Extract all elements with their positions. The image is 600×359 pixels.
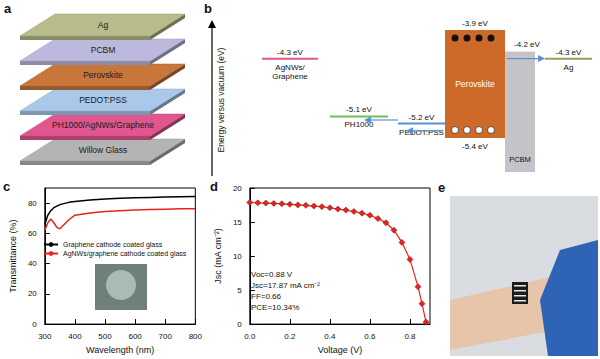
- svg-text:Graphene cathode coated glass: Graphene cathode coated glass: [63, 241, 163, 249]
- svg-text:-3.9 eV: -3.9 eV: [462, 19, 488, 28]
- svg-text:AgNWs/graphene cathode coated: AgNWs/graphene cathode coated glass: [63, 250, 187, 258]
- svg-text:Jsc=17.87 mA cm⁻²: Jsc=17.87 mA cm⁻²: [251, 281, 320, 290]
- svg-text:Willow Glass: Willow Glass: [79, 145, 128, 155]
- svg-text:Voc=0.88 V: Voc=0.88 V: [251, 270, 293, 279]
- svg-text:10: 10: [233, 252, 242, 261]
- svg-text:40: 40: [28, 259, 37, 268]
- svg-text:0.6: 0.6: [364, 332, 376, 341]
- svg-text:500: 500: [98, 332, 112, 341]
- svg-text:700: 700: [159, 332, 173, 341]
- svg-text:-5.4 eV: -5.4 eV: [462, 142, 488, 151]
- svg-text:Perovskite: Perovskite: [455, 79, 495, 89]
- svg-text:20: 20: [28, 289, 37, 298]
- svg-text:0.2: 0.2: [284, 332, 296, 341]
- svg-text:80: 80: [28, 199, 37, 208]
- svg-text:60: 60: [28, 229, 37, 238]
- svg-text:0: 0: [237, 320, 242, 329]
- svg-text:Graphene: Graphene: [272, 72, 308, 81]
- svg-text:5: 5: [237, 286, 242, 295]
- svg-text:800: 800: [189, 332, 203, 341]
- svg-text:Wavelength (nm): Wavelength (nm): [86, 345, 154, 355]
- svg-text:AgNWs/: AgNWs/: [275, 63, 305, 72]
- svg-text:c: c: [3, 179, 10, 194]
- svg-text:d: d: [210, 179, 218, 194]
- svg-text:PCBM: PCBM: [91, 45, 116, 55]
- svg-text:Voltage (V): Voltage (V): [318, 345, 363, 355]
- svg-text:-5.1 eV: -5.1 eV: [346, 105, 372, 114]
- svg-text:15: 15: [233, 218, 242, 227]
- svg-text:PH1000: PH1000: [345, 120, 374, 129]
- svg-text:-5.2 eV: -5.2 eV: [409, 113, 435, 122]
- svg-text:0.4: 0.4: [324, 332, 336, 341]
- svg-text:FF=0.66: FF=0.66: [251, 292, 282, 301]
- svg-text:PEDOT:PSS: PEDOT:PSS: [79, 95, 127, 105]
- svg-text:Ag: Ag: [98, 20, 109, 30]
- svg-text:600: 600: [128, 332, 142, 341]
- svg-text:Ag: Ag: [564, 63, 574, 72]
- svg-text:Perovskite: Perovskite: [83, 70, 123, 80]
- svg-text:Jsc (mA cm⁻²): Jsc (mA cm⁻²): [213, 228, 223, 283]
- svg-text:20: 20: [233, 184, 242, 193]
- svg-text:PCBM: PCBM: [509, 155, 531, 164]
- svg-text:Transmittance (%): Transmittance (%): [8, 219, 18, 292]
- svg-text:-4.2 eV: -4.2 eV: [514, 40, 540, 49]
- svg-text:a: a: [4, 1, 12, 16]
- svg-text:b: b: [204, 1, 212, 16]
- svg-text:Energy versus vacuum (eV): Energy versus vacuum (eV): [216, 47, 226, 152]
- svg-text:PH1000/AgNWs/Graphene: PH1000/AgNWs/Graphene: [52, 120, 154, 130]
- svg-text:0.0: 0.0: [244, 332, 256, 341]
- svg-text:0: 0: [32, 320, 37, 329]
- svg-text:-4.3 eV: -4.3 eV: [277, 48, 303, 57]
- svg-text:PCE=10.34%: PCE=10.34%: [251, 303, 299, 312]
- svg-text:300: 300: [38, 332, 52, 341]
- svg-text:e: e: [438, 180, 445, 195]
- svg-text:0.8: 0.8: [404, 332, 416, 341]
- svg-text:PEDOT:PSS: PEDOT:PSS: [399, 128, 444, 137]
- svg-text:400: 400: [68, 332, 82, 341]
- svg-text:-4.3 eV: -4.3 eV: [556, 48, 582, 57]
